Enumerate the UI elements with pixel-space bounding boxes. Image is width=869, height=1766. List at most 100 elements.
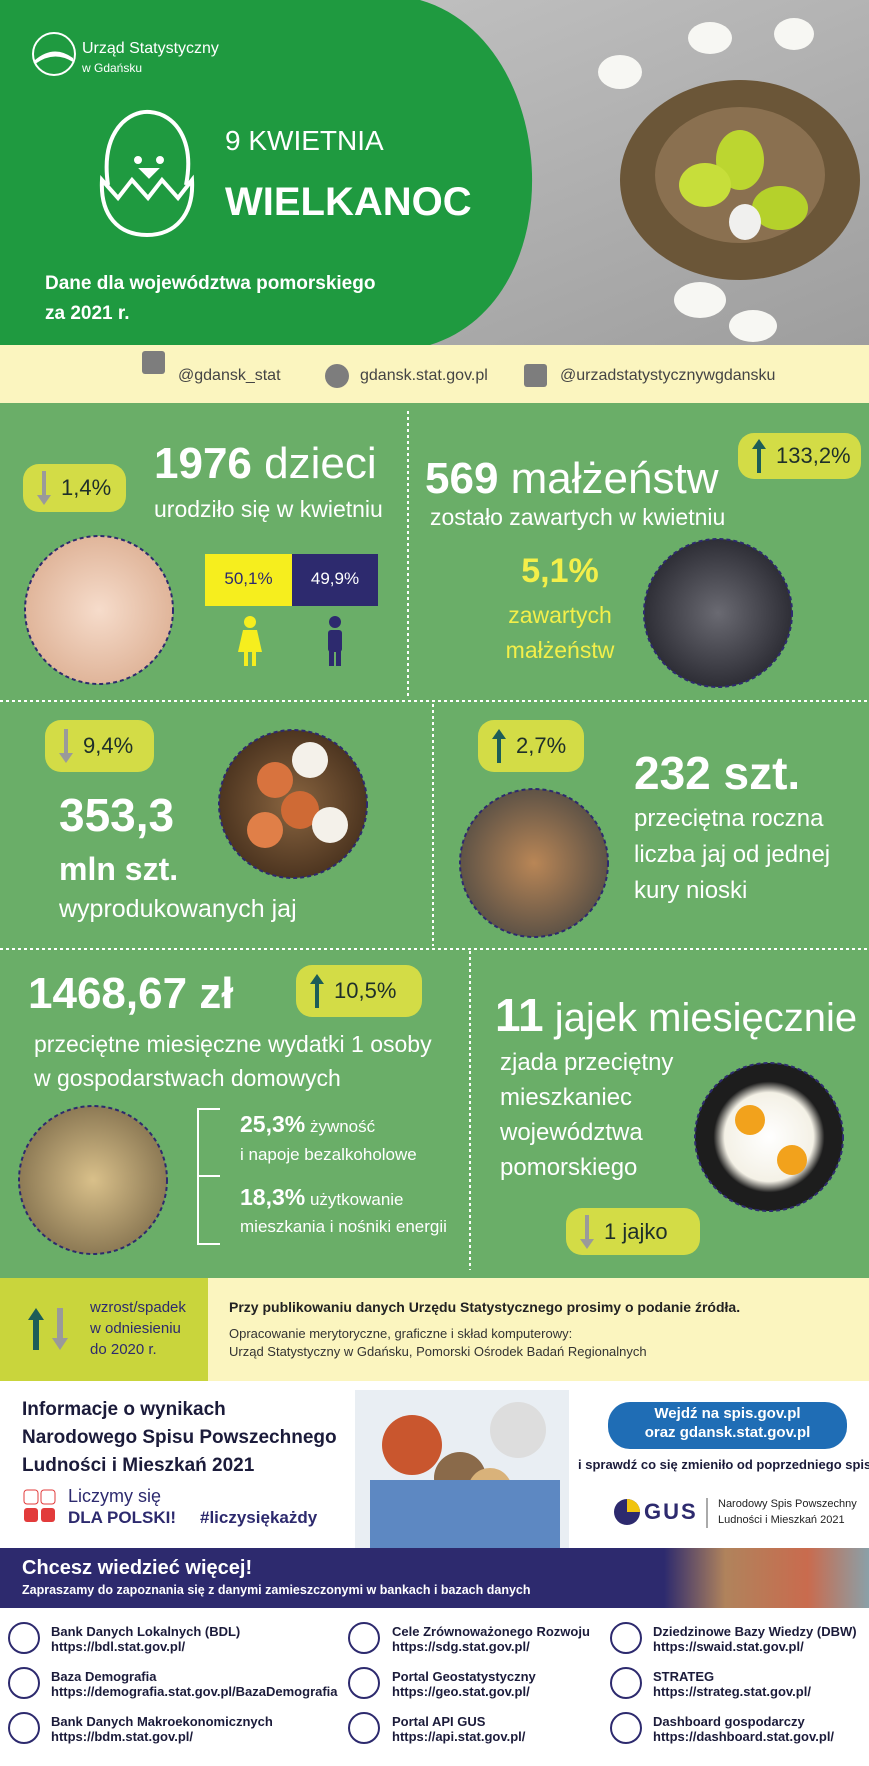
male-box bbox=[292, 554, 378, 606]
census-button[interactable] bbox=[608, 1402, 847, 1449]
item-label: żywność bbox=[309, 1117, 376, 1136]
hashtag: #liczysiękażdy bbox=[200, 1508, 318, 1527]
change: 1,4% bbox=[61, 475, 112, 500]
twitter-icon bbox=[142, 351, 165, 374]
link-name: Bank Danych Makroekonomicznych bbox=[51, 1714, 273, 1729]
link-name: Dziedzinowe Bazy Wiedzy (DBW) bbox=[653, 1624, 857, 1639]
tulip bbox=[674, 282, 726, 318]
male-share: 49,9% bbox=[310, 569, 360, 588]
down-arrow bbox=[580, 1214, 594, 1249]
description: liczba jaj od jednej bbox=[634, 841, 831, 868]
description: wyprodukowanych jaj bbox=[59, 895, 297, 923]
description: kury nioski bbox=[634, 877, 748, 904]
up-arrow bbox=[492, 729, 506, 763]
female-share: 50,1% bbox=[224, 569, 273, 588]
link-url[interactable]: https://bdl.stat.gov.pl/ bbox=[51, 1639, 186, 1654]
tulip bbox=[688, 22, 732, 54]
number: 569 bbox=[425, 454, 499, 503]
date: 9 KWIETNIA bbox=[225, 125, 384, 156]
city-photo bbox=[664, 1548, 869, 1608]
website[interactable]: gdansk.stat.gov.pl bbox=[360, 367, 488, 384]
facebook-icon bbox=[524, 364, 547, 387]
link-url[interactable]: https://bdm.stat.gov.pl/ bbox=[51, 1729, 194, 1744]
description: urodziło się w kwietniu bbox=[154, 496, 383, 522]
source-box bbox=[208, 1278, 869, 1381]
census-title: Ludności i Mieszkań 2021 bbox=[22, 1455, 255, 1476]
change: 133,2% bbox=[776, 443, 851, 468]
change: 10,5% bbox=[334, 978, 397, 1003]
link-name: Baza Demografia bbox=[51, 1669, 157, 1684]
facebook[interactable]: @urzadstatystycznywgdansku bbox=[560, 367, 776, 384]
share-label: małżeństw bbox=[505, 637, 615, 663]
coins-photo bbox=[18, 1105, 168, 1255]
item-value: 25,3% bbox=[240, 1111, 306, 1137]
button-text[interactable]: oraz gdansk.stat.gov.pl bbox=[644, 1424, 811, 1441]
item-value: 18,3% bbox=[240, 1184, 306, 1210]
slogan: DLA POLSKI! bbox=[68, 1508, 176, 1527]
pan-photo bbox=[694, 1062, 844, 1212]
subtitle: Dane dla województwa pomorskiego bbox=[45, 273, 376, 294]
up-arrow bbox=[310, 974, 324, 1008]
twitter[interactable]: @gdansk_stat bbox=[178, 367, 281, 384]
headline: 569 małżeństw bbox=[425, 454, 719, 503]
hen-photo bbox=[459, 788, 609, 938]
down-arrow bbox=[52, 1308, 68, 1350]
change-pill: 2,7% bbox=[478, 720, 584, 772]
link-url[interactable]: https://swaid.stat.gov.pl/ bbox=[653, 1639, 804, 1654]
subtitle: za 2021 r. bbox=[45, 303, 130, 324]
change-pill: 10,5% bbox=[296, 965, 422, 1017]
number: 11 bbox=[495, 989, 544, 1041]
link-url[interactable]: https://demografia.stat.gov.pl/BazaDemog… bbox=[51, 1684, 338, 1699]
change-pill: 9,4% bbox=[45, 720, 154, 772]
census-title: Informacje o wynikach bbox=[22, 1399, 226, 1420]
down-arrow bbox=[59, 729, 73, 763]
baby-photo bbox=[24, 535, 174, 685]
male-icon bbox=[328, 616, 342, 666]
gus-desc: Ludności i Mieszkań 2021 bbox=[718, 1514, 845, 1526]
logo bbox=[32, 32, 76, 76]
census-title: Narodowego Spisu Powszechnego bbox=[22, 1427, 337, 1448]
unit: mln szt. bbox=[59, 851, 179, 887]
link-url[interactable]: https://strateg.stat.gov.pl/ bbox=[653, 1684, 811, 1699]
share-label: zawartych bbox=[508, 602, 612, 628]
change-pill: 1 jajko bbox=[566, 1208, 700, 1255]
link-name: Portal Geostatystyczny bbox=[392, 1669, 536, 1684]
item: 18,3% użytkowanie bbox=[240, 1184, 404, 1210]
share: 5,1% bbox=[521, 552, 599, 590]
link-icons bbox=[8, 1622, 642, 1744]
link-name: Bank Danych Lokalnych (BDL) bbox=[51, 1624, 241, 1639]
item-label: i napoje bezalkoholowe bbox=[240, 1145, 417, 1164]
source-note: Przy publikowaniu danych Urzędu Statysty… bbox=[229, 1299, 741, 1315]
number: 353,3 bbox=[59, 789, 175, 841]
number: 1976 bbox=[154, 439, 252, 488]
description: przeciętna roczna bbox=[634, 805, 824, 832]
number: 232 szt. bbox=[634, 747, 801, 799]
description: w gospodarstwach domowych bbox=[34, 1065, 341, 1091]
org-city: w Gdańsku bbox=[82, 61, 143, 75]
title: WIELKANOC bbox=[225, 180, 472, 224]
egg bbox=[679, 163, 731, 207]
link-url[interactable]: https://geo.stat.gov.pl/ bbox=[392, 1684, 530, 1699]
description: zostało zawartych w kwietniu bbox=[430, 504, 726, 530]
link-url[interactable]: https://sdg.stat.gov.pl/ bbox=[392, 1639, 530, 1654]
unit: małżeństw bbox=[510, 454, 719, 503]
link-name: Portal API GUS bbox=[392, 1714, 486, 1729]
item: 25,3% żywność bbox=[240, 1111, 376, 1137]
change: 9,4% bbox=[83, 733, 134, 758]
header-panel bbox=[0, 0, 533, 345]
number: 1468,67 zł bbox=[28, 969, 234, 1018]
up-arrow bbox=[752, 439, 766, 473]
link-url[interactable]: https://dashboard.stat.gov.pl/ bbox=[653, 1729, 835, 1744]
tulip bbox=[598, 55, 642, 89]
description: zjada przeciętny bbox=[500, 1049, 674, 1076]
unit: dzieci bbox=[264, 439, 377, 488]
down-arrow bbox=[37, 471, 51, 505]
logo-mark bbox=[35, 51, 73, 64]
description: pomorskiego bbox=[500, 1154, 638, 1181]
item-label: użytkowanie bbox=[309, 1190, 404, 1209]
link-url[interactable]: https://api.stat.gov.pl/ bbox=[392, 1729, 526, 1744]
button-text[interactable]: Wejdź na spis.gov.pl bbox=[654, 1405, 801, 1422]
chick-icon bbox=[99, 109, 195, 238]
